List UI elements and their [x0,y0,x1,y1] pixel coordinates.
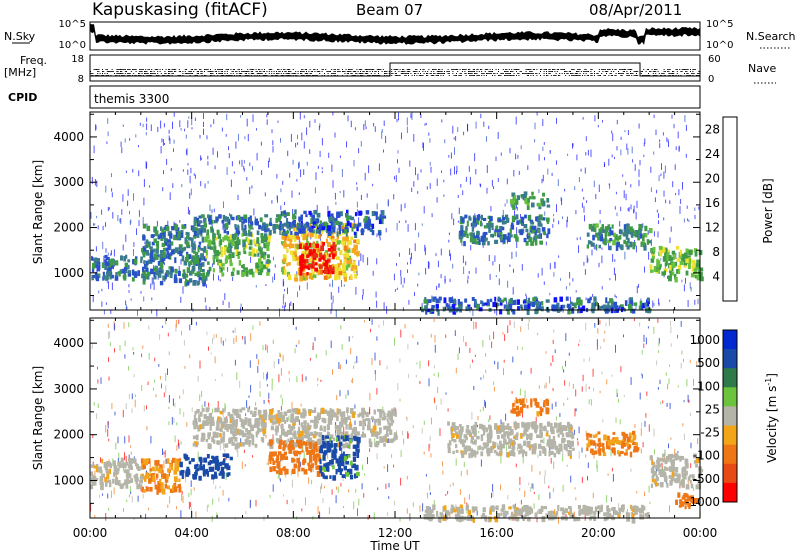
power-colorbar-tick: 28 [705,122,720,136]
freq-trace [90,69,701,76]
power-colorbar-tick: 4 [712,270,720,284]
power-scatter-region [204,232,271,278]
y-tick-label: 3000 [53,175,84,189]
velocity-colorbar [722,329,738,503]
x-tick-label: 00:00 [683,526,718,540]
vel-scatter-region [675,492,699,510]
time-axis-label: Time UT [369,539,420,553]
power-colorbar-tick: 12 [705,220,720,234]
freq-unit-label: [MHz] [4,66,36,79]
x-tick-label: 16:00 [479,526,514,540]
power-heatmap [90,112,704,318]
power-scatter-region [586,223,653,251]
velocity-heatmap [90,318,704,524]
y-tick-label: 2000 [53,221,84,235]
vel-scatter-region [510,398,550,417]
y-tick-label: 1000 [53,266,84,280]
nsky-tick-top: 10^5 [59,19,86,30]
freq-tick-top: 18 [71,54,84,65]
power-colorbar-label: Power [dB] [761,178,775,243]
y-tick-label: 4000 [53,336,84,350]
freq-label: Freq. [20,54,47,67]
nsky-panel: N.Sky 10^5 10^0 10^5 10^0 N.Search [4,19,796,51]
vel-scatter-region [179,453,233,481]
velocity-colorbar-tick: 25 [705,402,720,416]
nsky-label: N.Sky [4,30,36,43]
power-colorbar-tick: 20 [705,171,720,185]
velocity-colorbar-tick: -1000 [685,495,720,509]
power-colorbar-tick: 8 [712,245,720,259]
power-scatter-region [280,209,387,238]
x-tick-label: 12:00 [378,526,413,540]
power-scatter-region [141,223,208,287]
power-colorbar [722,116,738,302]
nsearch-label: N.Search [746,30,796,43]
vel-scatter-region [268,439,322,477]
vel-scatter-region [319,434,361,481]
freq-panel: Freq. [MHz] 18 8 60 0 Nave [4,54,776,85]
velocity-colorbar-label: Velocity [m s-1] [764,373,779,463]
power-scatter-region [458,214,551,247]
velocity-colorbar-tick: -25 [700,426,720,440]
beam-label: Beam 07 [356,1,423,19]
power-scatter-region [91,254,143,282]
nsky-trace [90,24,700,45]
nave-tick-top: 60 [708,54,721,65]
time-axis: 00:00 04:00 08:00 12:00 16:00 20:00 00:00 [73,112,718,540]
x-tick-label: 00:00 [73,526,108,540]
velocity-colorbar-tick: 100 [697,379,720,393]
cpid-value: themis 3300 [94,92,169,106]
power-scatter-region [298,241,337,276]
x-tick-label: 08:00 [276,526,311,540]
power-scatter-region [192,214,283,237]
station-title: Kapuskasing (fitACF) [92,0,268,20]
velocity-colorbar-tick: -500 [693,472,720,486]
power-scatter-region [649,245,704,283]
vel-scatter-region [649,453,704,490]
y-tick-label: 4000 [53,130,84,144]
velocity-colorbar-tick: -100 [693,449,720,463]
vel-scatter-region [140,457,182,495]
x-tick-label: 20:00 [581,526,616,540]
y-tick-label: 3000 [53,382,84,396]
cpid-label: CPID [8,91,37,104]
y-tick-label: 1000 [53,474,84,488]
nave-trace [90,62,700,77]
nsearch-tick-bottom: 10^0 [706,40,733,51]
velocity-colorbar-tick: 1000 [689,333,720,347]
power-ylabel: Slant Range [km] [31,160,45,264]
velocity-panel: 1000 2000 3000 4000 Slant Range [km] 1000 50… [31,317,779,524]
power-panel: 1000 2000 3000 4000 Slant Range [km] 4 8 12 16… [31,111,775,318]
vel-scatter-region [447,421,575,459]
power-colorbar-tick: 24 [705,147,720,161]
cpid-panel: CPID themis 3300 [8,85,701,109]
nsky-tick-bottom: 10^0 [59,40,86,51]
velocity-colorbar-tick: 500 [697,356,720,370]
y-tick-label: 2000 [53,428,84,442]
vel-scatter-region [586,430,640,458]
nave-label: Nave [748,62,776,75]
nsearch-tick-top: 10^5 [706,19,733,30]
x-tick-label: 04:00 [174,526,209,540]
nave-tick-bottom: 0 [708,74,714,85]
date-label: 08/Apr/2011 [589,1,682,19]
freq-tick-bottom: 8 [78,74,84,85]
power-colorbar-tick: 16 [705,196,720,210]
power-scatter-region [510,191,551,210]
velocity-ylabel: Slant Range [km] [31,366,45,470]
